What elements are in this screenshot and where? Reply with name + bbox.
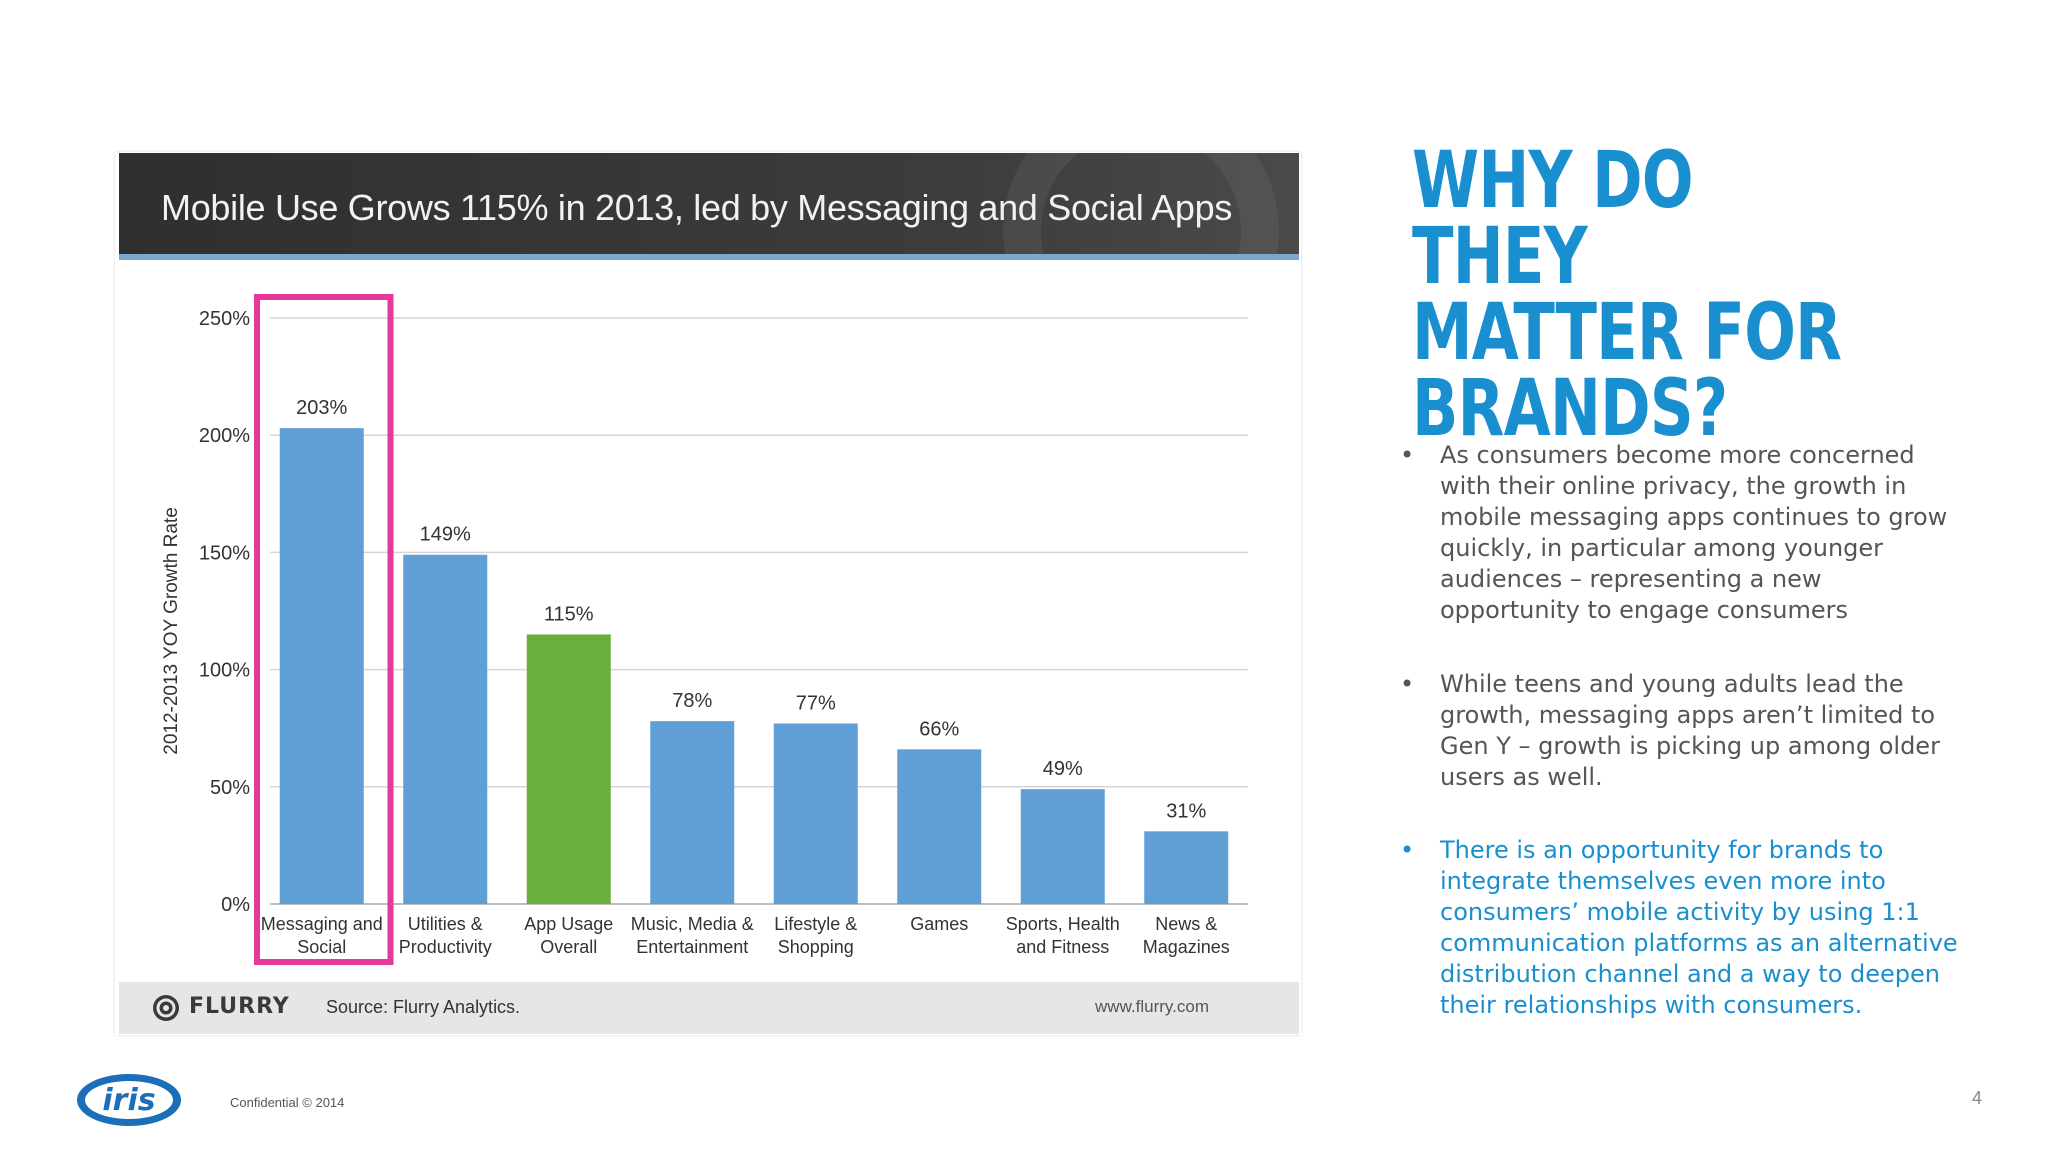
bullet-item: • As consumers become more concerned wit… [1400, 440, 1960, 626]
y-tick-label: 200% [199, 425, 250, 447]
category-label: Entertainment [636, 937, 748, 957]
value-label: 77% [796, 693, 836, 715]
value-label: 115% [544, 603, 594, 625]
bullet-text: There is an opportunity for brands to in… [1440, 836, 1958, 1019]
bullet-dot: • [1400, 441, 1415, 469]
value-label: 31% [1166, 800, 1206, 822]
heading-line: WHY DO THEY [1412, 136, 1694, 302]
bar [1144, 831, 1229, 904]
chart-title: Mobile Use Grows 115% in 2013, led by Me… [161, 187, 1233, 228]
chart-footer: FLURRY Source: Flurry Analytics. www.flu… [119, 982, 1299, 1034]
bar [650, 721, 735, 904]
bars [279, 428, 1229, 904]
bar [279, 428, 364, 904]
bullet-text: As consumers become more concerned with … [1440, 441, 1948, 624]
value-label: 203% [296, 397, 347, 419]
bar [897, 749, 982, 904]
category-label: and Fitness [1016, 937, 1109, 957]
bullet-dot: • [1400, 670, 1415, 698]
y-tick-label: 0% [221, 894, 250, 916]
category-label: Overall [540, 937, 597, 957]
bar-chart: 0% 50% 100% 150% 200% 250% 203% 149% 115% 78% 77%… [161, 294, 1248, 965]
source-text: Source: Flurry Analytics. [326, 997, 521, 1017]
category-label: Lifestyle & [774, 914, 857, 934]
category-label: App Usage [524, 914, 613, 934]
confidential-notice: Confidential © 2014 [230, 1095, 345, 1110]
y-tick-label: 50% [210, 777, 250, 799]
y-tick-label: 250% [199, 308, 250, 330]
bar [773, 723, 858, 904]
category-label: Games [910, 914, 968, 934]
category-label: Magazines [1143, 937, 1230, 957]
category-label: News & [1155, 914, 1217, 934]
category-label: Messaging and [261, 914, 383, 934]
value-label: 78% [672, 690, 712, 712]
bullet-item: • While teens and young adults lead the … [1400, 669, 1960, 793]
value-labels: 203% 149% 115% 78% 77% 66% 49% 31% [296, 397, 1206, 822]
chart-header: Mobile Use Grows 115% in 2013, led by Me… [119, 153, 1299, 254]
category-label: Utilities & [408, 914, 483, 934]
flurry-brand: FLURRY [189, 994, 290, 1019]
category-label: Shopping [778, 937, 854, 957]
bar [526, 634, 611, 904]
value-label: 49% [1043, 758, 1083, 780]
bullet-dot: • [1400, 836, 1415, 864]
footer-url: www.flurry.com [1095, 997, 1209, 1016]
header-rule [119, 254, 1299, 260]
chart-image: Mobile Use Grows 115% in 2013, led by Me… [115, 152, 1301, 1035]
bar [1020, 789, 1105, 904]
flurry-logo-icon [153, 995, 179, 1021]
bullet-item-highlight: • There is an opportunity for brands to … [1400, 835, 1960, 1021]
bar [403, 554, 488, 904]
category-label: Social [297, 937, 346, 957]
category-label: Sports, Health [1006, 914, 1120, 934]
category-labels: Messaging and Social Utilities & Productivi… [261, 914, 1230, 957]
bullet-text: While teens and young adults lead the gr… [1440, 670, 1940, 791]
logo-text: iris [102, 1083, 155, 1118]
y-tick-label: 150% [199, 542, 250, 564]
category-label: Music, Media & [631, 914, 754, 934]
value-label: 149% [420, 524, 471, 546]
category-label: Productivity [399, 937, 492, 957]
value-label: 66% [919, 718, 959, 740]
page-number: 4 [1972, 1088, 1983, 1108]
highlight-box [254, 294, 394, 965]
y-axis-ticks: 0% 50% 100% 150% 200% 250% [199, 308, 250, 916]
heading-line: BRANDS? [1412, 364, 1728, 454]
y-tick-label: 100% [199, 660, 250, 682]
slide-heading: WHY DO THEY MATTER FOR BRANDS? [1412, 136, 1849, 454]
y-axis-label: 2012-2013 YOY Growth Rate [161, 507, 182, 755]
iris-logo: iris [77, 1074, 181, 1126]
heading-line: MATTER FOR [1412, 288, 1842, 378]
